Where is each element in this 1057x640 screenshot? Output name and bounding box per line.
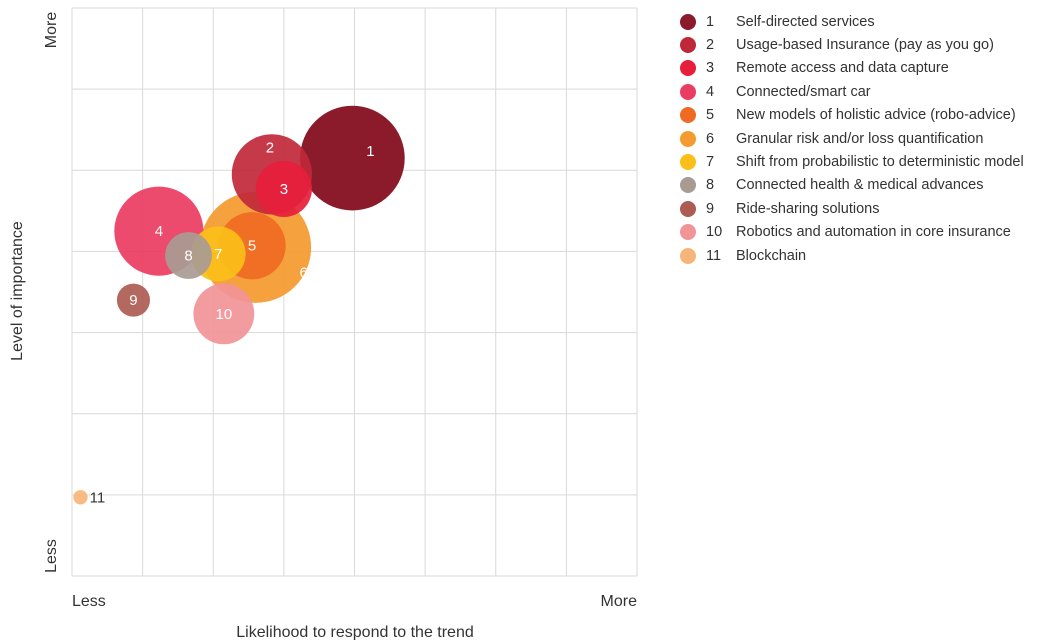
legend-item-4: 4 Connected/smart car: [680, 80, 1024, 103]
legend-label: Connected/smart car: [736, 83, 871, 100]
legend-number: 10: [706, 224, 723, 241]
legend-number: 9: [706, 200, 715, 217]
y-axis-min-label: Less: [43, 539, 60, 573]
legend-swatch: [680, 83, 696, 100]
bubble-label-4: 4: [155, 223, 163, 240]
legend-label: Connected health & medical advances: [736, 177, 984, 194]
bubble-9[interactable]: [116, 283, 150, 317]
x-axis-max-label: More: [601, 593, 638, 610]
legend-swatch: [680, 247, 696, 264]
legend-swatch: [680, 200, 696, 217]
bubble-label-9: 9: [129, 292, 137, 309]
legend-item-7: 7 Shift from probabilistic to determinist…: [680, 150, 1024, 173]
legend-label: Shift from probabilistic to deterministi…: [736, 154, 1024, 171]
bubble-10[interactable]: [193, 283, 255, 345]
legend-item-10: 10 Robotics and automation in core insura…: [680, 221, 1024, 244]
legend-item-9: 9 Ride-sharing solutions: [680, 197, 1024, 220]
legend-item-1: 1 Self-directed services: [680, 10, 1024, 33]
legend: 1 Self-directed services 2 Usage-based Insu…: [680, 10, 1024, 267]
y-axis-max-label: More: [43, 12, 60, 49]
legend-number: 6: [706, 130, 715, 147]
x-axis-title: Likelihood to respond to the trend: [236, 624, 474, 640]
bubble-8[interactable]: [165, 232, 212, 279]
x-axis-min-label: Less: [72, 593, 106, 610]
legend-number: 8: [706, 177, 715, 194]
legend-swatch: [680, 154, 696, 171]
legend-label: Remote access and data capture: [736, 60, 949, 77]
bubble-labels-group: 1 2 3 4 5 6 7 8 9 10 11: [90, 139, 375, 506]
bubble-chart: 1 2 3 4 5 6 7 8 9 10 11 Less More Likelihood to re…: [9, 7, 638, 640]
bubble-11[interactable]: [73, 490, 88, 505]
legend-label: Usage-based Insurance (pay as you go): [736, 37, 994, 54]
legend-item-6: 6 Granular risk and/or loss quantificatio…: [680, 127, 1024, 150]
legend-number: 4: [706, 83, 715, 100]
bubble-label-11: 11: [90, 489, 106, 506]
legend-number: 7: [706, 154, 715, 171]
bubble-label-10: 10: [216, 306, 233, 323]
legend-label: Self-directed services: [736, 13, 875, 30]
legend-item-11: 11 Blockchain: [680, 244, 1024, 267]
legend-item-2: 2 Usage-based Insurance (pay as you go): [680, 33, 1024, 56]
legend-item-5: 5 New models of holistic advice (robo-adv…: [680, 104, 1024, 127]
bubble-3[interactable]: [255, 160, 312, 218]
bubble-label-2: 2: [266, 139, 274, 156]
legend-swatch: [680, 37, 696, 54]
legend-number: 5: [706, 107, 715, 124]
legend-label: Blockchain: [736, 247, 807, 264]
bubble-label-1: 1: [366, 143, 374, 160]
legend-label: Robotics and automation in core insuranc…: [736, 224, 1011, 241]
legend-item-3: 3 Remote access and data capture: [680, 57, 1024, 80]
legend-swatch: [680, 13, 696, 30]
legend-swatch: [680, 177, 696, 194]
legend-item-8: 8 Connected health & medical advances: [680, 174, 1024, 197]
legend-label: New models of holistic advice (robo-advi…: [736, 107, 1016, 124]
legend-swatch: [680, 130, 696, 147]
bubble-1[interactable]: [300, 105, 405, 211]
legend-number: 11: [706, 247, 722, 264]
legend-swatch: [680, 224, 696, 241]
bubble-label-6: 6: [299, 264, 307, 281]
bubble-label-5: 5: [248, 238, 256, 255]
legend-swatch: [680, 107, 696, 124]
bubble-label-7: 7: [214, 246, 222, 263]
legend-label: Ride-sharing solutions: [736, 200, 880, 217]
legend-number: 3: [706, 60, 715, 77]
legend-swatch: [680, 60, 696, 77]
legend-number: 1: [706, 13, 715, 30]
bubble-label-8: 8: [184, 247, 192, 264]
bubbles-group: [73, 105, 405, 505]
legend-number: 2: [706, 37, 715, 54]
y-axis-title: Level of importance: [9, 221, 26, 361]
bubble-label-3: 3: [280, 181, 288, 198]
legend-label: Granular risk and/or loss quantification: [736, 130, 984, 147]
